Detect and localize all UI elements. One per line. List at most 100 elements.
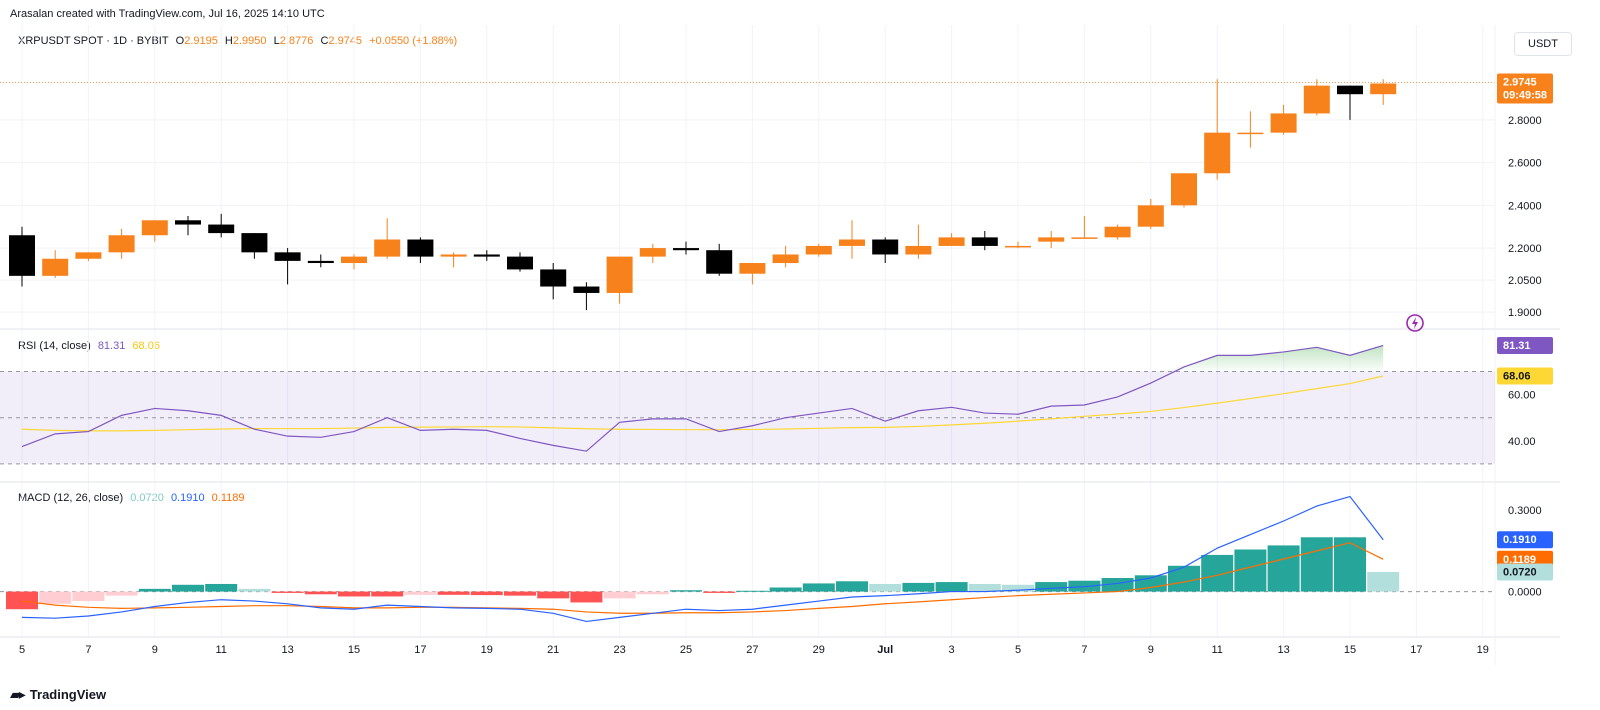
ohlc-high: H2.9950: [224, 35, 267, 47]
rsi-tick-label: 60.00: [1508, 390, 1536, 402]
x-tick-label: 15: [348, 644, 360, 656]
x-tick-label: 21: [547, 644, 559, 656]
candle-body: [1270, 113, 1297, 133]
symbol-label[interactable]: XRPUSDT SPOT · 1D · BYBIT: [18, 35, 169, 47]
x-tick-label: Jul: [877, 644, 893, 656]
tradingview-logo[interactable]: ▰▸ TradingView: [10, 686, 106, 703]
candle-body: [473, 254, 500, 257]
macd-histogram-bar: [703, 591, 736, 593]
macd-hist-value: 0.0720: [130, 492, 164, 504]
macd-signal-line: [21, 542, 1384, 614]
x-tick-label: 29: [813, 644, 825, 656]
macd-histogram-bar: [769, 587, 802, 592]
candle-body: [805, 245, 832, 255]
candle-body: [1005, 245, 1031, 248]
hist-tag-text: 0.0720: [1503, 567, 1537, 579]
candle-body: [872, 239, 899, 255]
candle-body: [673, 248, 699, 251]
candle-body: [1071, 237, 1098, 239]
price-tick-label: 1.9000: [1508, 307, 1542, 319]
x-tick-label: 9: [152, 644, 158, 656]
x-tick-label: 7: [1081, 644, 1087, 656]
macd-histogram-bar: [1367, 572, 1400, 592]
rsi-legend[interactable]: RSI (14, close) 81.31 68.06: [18, 340, 164, 352]
candle-body: [274, 252, 301, 261]
macd-tick-label: 0.3000: [1508, 505, 1542, 517]
macd-histogram-bar: [437, 591, 470, 595]
candle-body: [507, 256, 533, 270]
candle-body: [141, 220, 168, 236]
candle-body: [1104, 226, 1131, 238]
rsi-tag-text: 81.31: [1503, 340, 1531, 352]
macd-histogram-bar: [902, 582, 935, 592]
macd-histogram-bar: [338, 591, 370, 597]
x-tick-label: 25: [680, 644, 692, 656]
x-tick-label: 15: [1344, 644, 1356, 656]
candle-body: [208, 224, 235, 234]
macd-histogram-bar: [537, 591, 570, 599]
tradingview-brand: TradingView: [29, 687, 107, 702]
macd-histogram-bar: [935, 582, 968, 592]
macd-title: MACD (12, 26, close): [18, 492, 124, 504]
candle-body: [42, 258, 69, 276]
rsi-band: [0, 371, 1495, 465]
rsi-overbought-fill: [22, 345, 1384, 372]
candle-body: [639, 248, 666, 257]
price-tick-label: 2.4000: [1508, 200, 1542, 212]
candle-body: [1337, 85, 1363, 95]
macd-histogram-bar: [1334, 537, 1366, 592]
macd-tick-label: 0.0000: [1508, 587, 1542, 599]
macd-histogram-bar: [968, 583, 1001, 592]
rsi-ma-tag-text: 68.06: [1503, 371, 1531, 383]
macd-histogram-bar: [603, 591, 636, 599]
macd-histogram-bar: [636, 591, 669, 595]
macd-histogram-bar: [105, 591, 138, 596]
macd-histogram-bar: [1168, 565, 1200, 592]
macd-histogram-bar: [1201, 554, 1234, 592]
axes: 5 7 9 11 13 15 17 19 21 23 25 27 29 Jul 3 5 7 9 11 13 15 17 19…: [19, 115, 1542, 656]
x-tick-label: 3: [949, 644, 955, 656]
candle-body: [606, 256, 633, 293]
x-tick-label: 9: [1148, 644, 1154, 656]
grid-lines: [0, 25, 1495, 637]
candle-body: [540, 269, 567, 287]
macd-legend[interactable]: MACD (12, 26, close) 0.0720 0.1910 0.118…: [18, 492, 248, 504]
macd-histogram-bar: [1300, 537, 1333, 592]
x-tick-label: 13: [1277, 644, 1289, 656]
macd-histogram-bar: [802, 583, 835, 592]
attribution: Arasalan created with TradingView.com, J…: [10, 8, 325, 20]
x-tick-label: 19: [1477, 644, 1489, 656]
candle-body: [440, 254, 467, 257]
macd-histogram-bar: [6, 591, 38, 610]
candle-body: [772, 254, 799, 264]
candle-body: [938, 237, 965, 246]
candle-body: [905, 245, 932, 255]
x-tick-label: 7: [85, 644, 91, 656]
candle-body: [1303, 85, 1330, 114]
macd-histogram-bar: [238, 588, 271, 592]
macd-histogram-bar: [371, 591, 404, 597]
macd-histogram-bar: [271, 591, 304, 593]
currency-button[interactable]: USDT: [1514, 32, 1572, 56]
alert-lightning-icon[interactable]: [1406, 314, 1424, 332]
x-tick-label: 13: [281, 644, 293, 656]
candle-body: [75, 252, 102, 259]
ohlc-open: O2.9195: [175, 35, 218, 47]
last-price-tag-bg: [1497, 73, 1553, 104]
rsi-value: 81.31: [97, 340, 126, 352]
candle-body: [407, 239, 434, 257]
x-tick-label: 19: [481, 644, 493, 656]
macd-histogram-bar: [869, 583, 902, 592]
macd-histogram-bar: [72, 591, 105, 602]
candle-body: [307, 260, 334, 264]
rsi-pane: [21, 344, 1384, 452]
macd-histogram-bar: [470, 591, 503, 596]
hist-tag-bg: [1497, 563, 1553, 581]
last-price-tag-text: 09:49:58: [1503, 90, 1547, 102]
x-tick-label: 17: [414, 644, 426, 656]
macd-histogram-bar: [1101, 578, 1134, 592]
candle-body: [175, 220, 201, 225]
macd-histogram-bar: [1267, 545, 1300, 592]
candle-body: [706, 250, 733, 274]
